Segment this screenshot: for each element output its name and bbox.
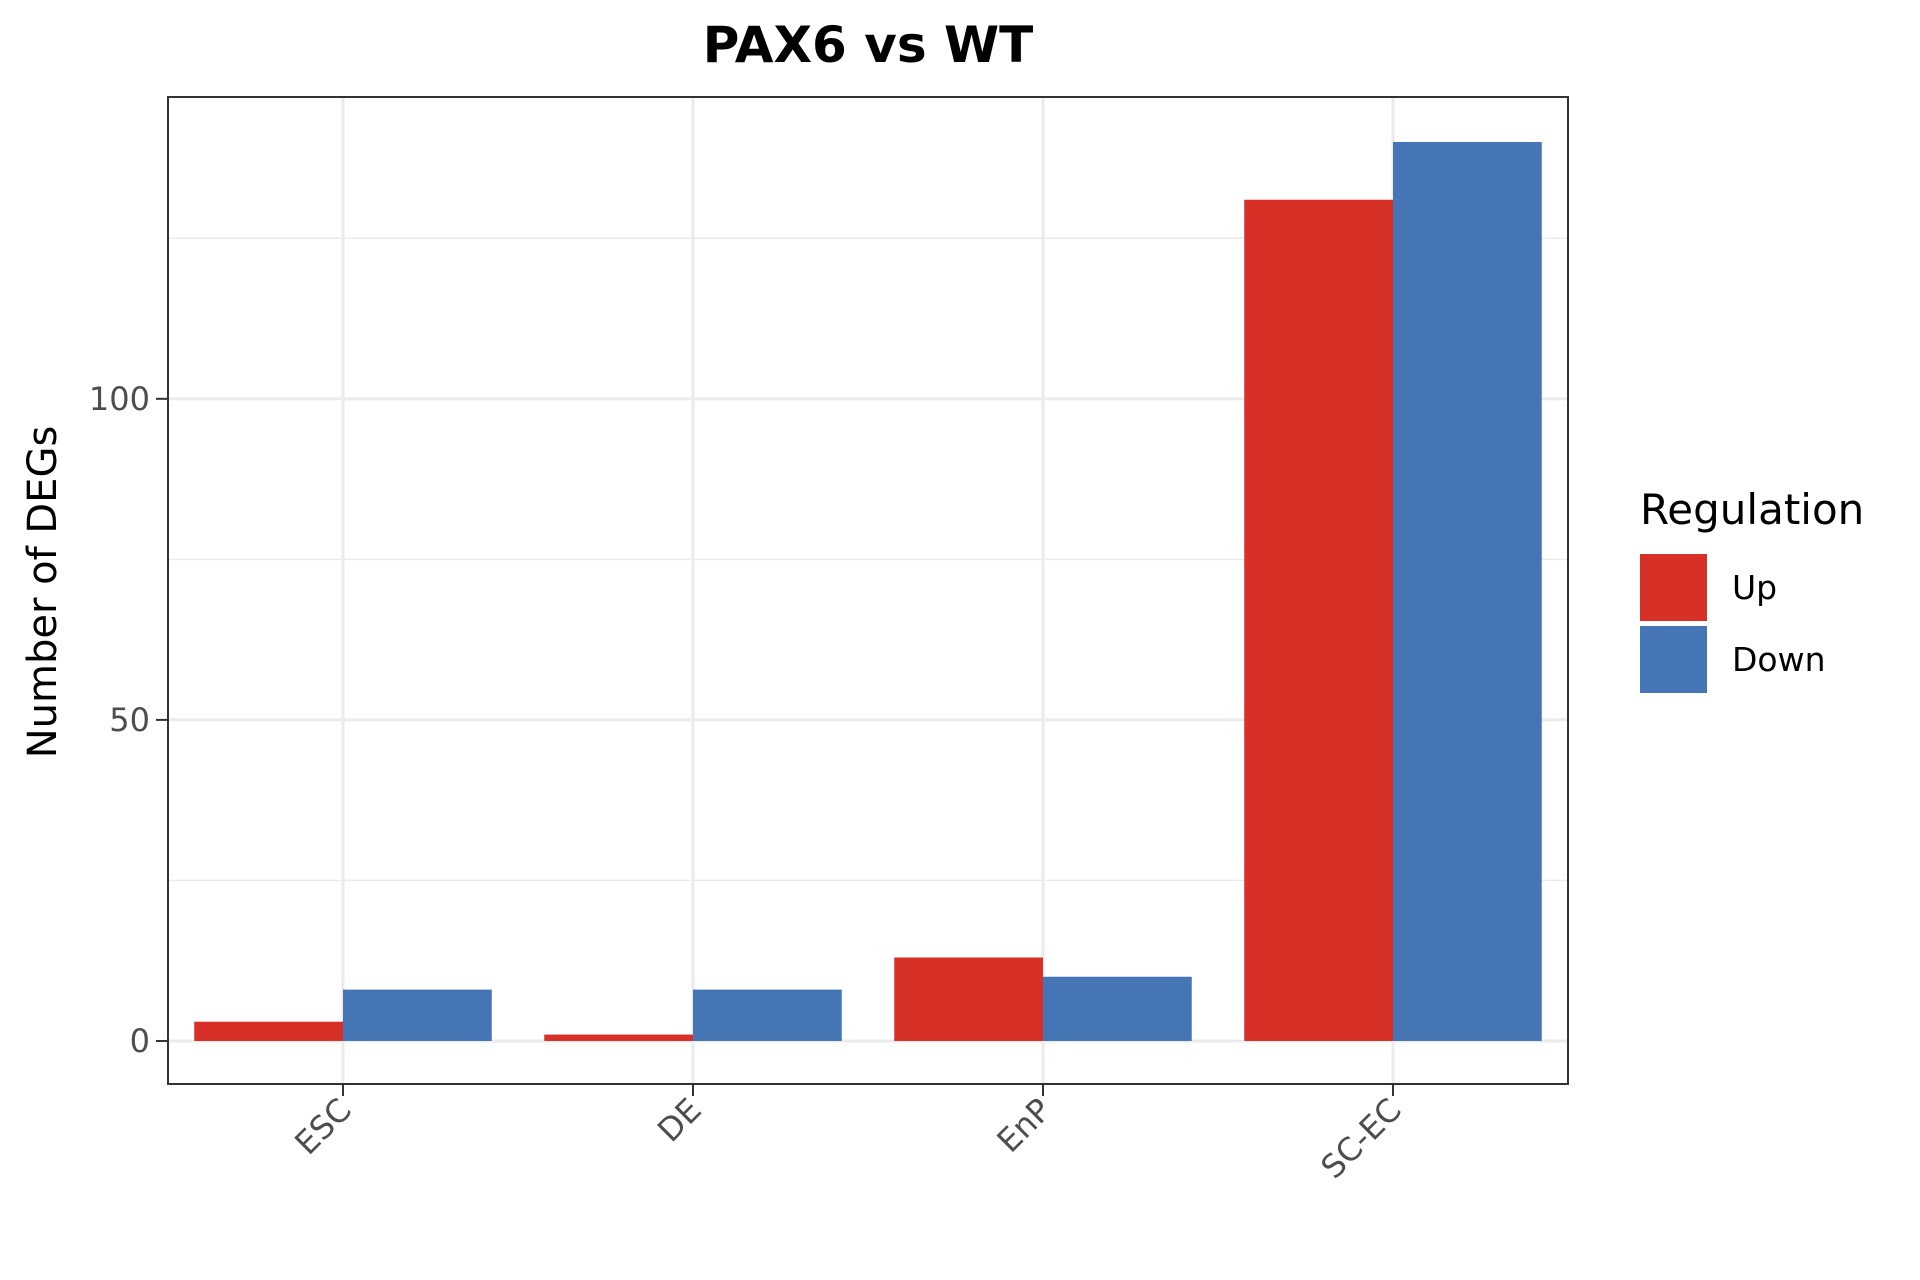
legend-key-down — [1640, 626, 1707, 693]
x-tick-label: DE — [650, 1091, 709, 1150]
bar-up-de — [544, 1034, 693, 1041]
y-axis: 0 50 100 — [89, 380, 168, 1060]
y-tick-label: 100 — [89, 380, 150, 418]
y-axis-label: Number of DEGs — [20, 426, 66, 759]
bar-down-esc — [343, 989, 492, 1041]
bar-down-de — [693, 989, 842, 1041]
legend-label-up: Up — [1732, 568, 1777, 607]
y-tick-label: 0 — [130, 1022, 150, 1060]
bar-up-enp — [894, 957, 1043, 1041]
legend-title: Regulation — [1640, 485, 1864, 534]
bar-up-sc-ec — [1244, 199, 1393, 1041]
chart-title: PAX6 vs WT — [703, 16, 1034, 74]
legend-key-up — [1640, 554, 1707, 621]
x-tick-label: EnP — [990, 1091, 1059, 1160]
x-axis: ESC DE EnP SC-EC — [287, 1084, 1409, 1186]
y-tick-label: 50 — [109, 701, 150, 739]
bar-down-enp — [1043, 976, 1192, 1041]
x-tick-label: SC-EC — [1313, 1091, 1408, 1186]
bars — [194, 141, 1542, 1041]
x-tick-label: ESC — [287, 1091, 358, 1162]
legend: Regulation Up Down — [1640, 485, 1864, 693]
legend-label-down: Down — [1732, 640, 1826, 679]
bar-up-esc — [194, 1021, 343, 1041]
bar-down-sc-ec — [1393, 141, 1542, 1041]
plot-panel-border — [167, 96, 1569, 1085]
